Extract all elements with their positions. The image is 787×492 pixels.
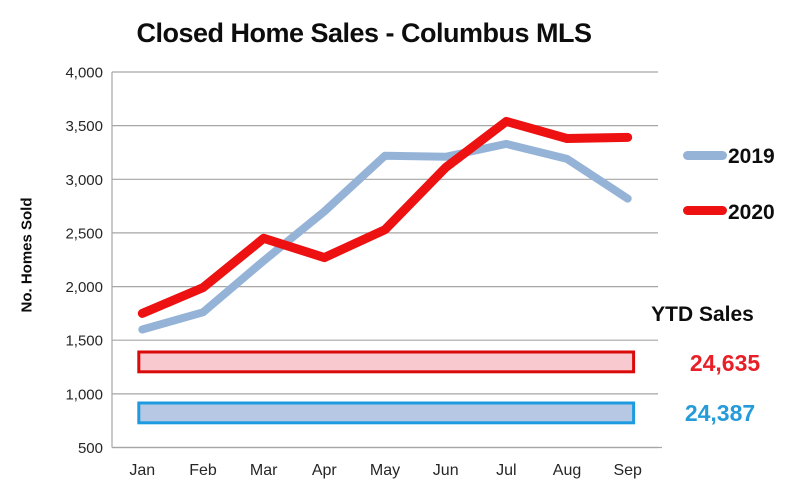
y-axis-title: No. Homes Sold — [18, 197, 36, 313]
x-tick-label: Apr — [312, 462, 338, 479]
ytd-value-2019: 24,387 — [684, 400, 756, 426]
ytd-sales-heading: YTD Sales — [651, 303, 754, 326]
y-tick-label: 2,500 — [65, 225, 103, 242]
x-tick-label: Jun — [433, 462, 459, 479]
x-tick-label: Sep — [613, 462, 642, 479]
y-tick-label: 4,000 — [65, 65, 103, 82]
y-tick-label: 2,000 — [65, 279, 103, 296]
legend-swatch-2020 — [683, 206, 727, 215]
x-tick-label: Feb — [189, 462, 217, 479]
legend-label-2019: 2019 — [728, 145, 775, 168]
x-tick-label: Jul — [496, 462, 516, 479]
legend-swatch-2019 — [683, 151, 727, 160]
series-line-2019 — [138, 139, 632, 334]
chart-title: Closed Home Sales - Columbus MLS — [136, 18, 592, 48]
x-tick-label: Aug — [553, 462, 581, 479]
y-tick-label: 3,000 — [65, 172, 103, 189]
y-tick-label: 3,500 — [65, 118, 103, 135]
y-tick-label: 1,500 — [65, 333, 103, 350]
x-tick-label: May — [370, 462, 400, 479]
series-line-2020 — [137, 116, 633, 318]
x-tick-label: Jan — [129, 462, 155, 479]
x-tick-label: Mar — [250, 462, 278, 479]
y-tick-label: 500 — [78, 440, 103, 457]
y-tick-label: 1,000 — [65, 386, 103, 403]
ytd-value-2020: 24,635 — [689, 350, 761, 376]
ytd-2020-bar — [137, 350, 636, 374]
legend-label-2020: 2020 — [728, 201, 775, 224]
ytd-2019-bar — [137, 401, 636, 425]
